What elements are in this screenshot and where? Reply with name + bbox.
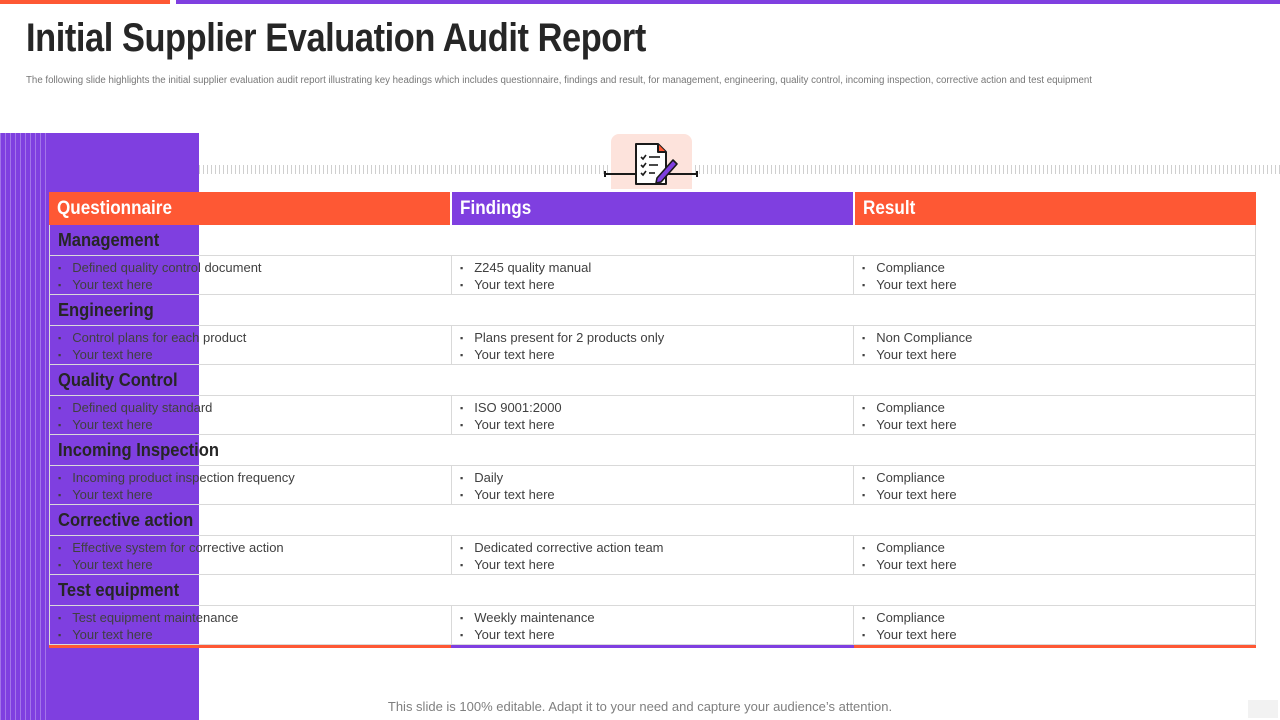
list-item: Your text here (862, 417, 1255, 434)
result-cell: ComplianceYour text here (853, 396, 1255, 434)
result-cell: ComplianceYour text here (853, 256, 1255, 294)
slide-subtitle: The following slide highlights the initi… (26, 75, 1093, 86)
list-item: Effective system for corrective action (58, 540, 451, 557)
questionnaire-cell: Defined quality standardYour text here (50, 396, 451, 434)
list-item: Your text here (58, 557, 451, 574)
list-item: Your text here (58, 487, 451, 504)
section-title: Engineering (49, 295, 1256, 326)
list-item: Compliance (862, 400, 1255, 417)
result-cell: Non ComplianceYour text here (853, 326, 1255, 364)
list-item: Compliance (862, 470, 1255, 487)
list-item: Weekly maintenance (460, 610, 853, 627)
list-item: Test equipment maintenance (58, 610, 451, 627)
list-item: Your text here (862, 277, 1255, 294)
header-findings-label: Findings (460, 198, 532, 219)
list-item: Your text here (460, 277, 853, 294)
dashed-divider (199, 165, 1280, 174)
section-title: Corrective action (49, 505, 1256, 536)
list-item: Your text here (58, 627, 451, 644)
bottom-bar-purple (451, 645, 854, 648)
section-title-text: Corrective action (58, 510, 194, 530)
side-decor-stripes (0, 133, 46, 720)
list-item: Z245 quality manual (460, 260, 853, 277)
questionnaire-cell: Effective system for corrective actionYo… (50, 536, 451, 574)
list-item: Your text here (862, 627, 1255, 644)
questionnaire-cell: Control plans for each productYour text … (50, 326, 451, 364)
section-title: Management (49, 225, 1256, 256)
list-item: Your text here (460, 417, 853, 434)
section-title-text: Incoming Inspection (58, 440, 220, 460)
list-item: Daily (460, 470, 853, 487)
table-header: Questionnaire Findings Result (49, 192, 1256, 225)
list-item: Your text here (460, 347, 853, 364)
list-item: Your text here (58, 417, 451, 434)
findings-cell: DailyYour text here (451, 466, 853, 504)
section-title-text: Quality Control (58, 370, 178, 390)
table-row: Defined quality standardYour text here I… (49, 396, 1256, 435)
slide-title: Initial Supplier Evaluation Audit Report (26, 16, 646, 60)
section-title-text: Engineering (58, 300, 154, 320)
list-item: Your text here (460, 557, 853, 574)
audit-table: Questionnaire Findings Result Management… (49, 192, 1256, 648)
table-row: Defined quality control documentYour tex… (49, 256, 1256, 295)
section-incoming-inspection: Incoming Inspection Incoming product ins… (49, 435, 1256, 505)
questionnaire-cell: Test equipment maintenanceYour text here (50, 606, 451, 644)
section-title-text: Management (58, 230, 160, 250)
section-title: Incoming Inspection (49, 435, 1256, 466)
section-quality-control: Quality Control Defined quality standard… (49, 365, 1256, 435)
list-item: Compliance (862, 260, 1255, 277)
table-bottom-accent (49, 645, 1256, 648)
questionnaire-cell: Defined quality control documentYour tex… (50, 256, 451, 294)
top-accent-bar-orange (0, 0, 170, 4)
list-item: Plans present for 2 products only (460, 330, 853, 347)
table-row: Incoming product inspection frequencyYou… (49, 466, 1256, 505)
section-title: Quality Control (49, 365, 1256, 396)
list-item: Dedicated corrective action team (460, 540, 853, 557)
table-row: Control plans for each productYour text … (49, 326, 1256, 365)
list-item: ISO 9001:2000 (460, 400, 853, 417)
header-result-label: Result (863, 198, 916, 219)
top-accent-bar-purple (176, 0, 1280, 4)
list-item: Your text here (58, 347, 451, 364)
footer-note: This slide is 100% editable. Adapt it to… (387, 699, 893, 714)
table-row: Test equipment maintenanceYour text here… (49, 606, 1256, 645)
findings-cell: Z245 quality manualYour text here (451, 256, 853, 294)
list-item: Compliance (862, 540, 1255, 557)
corner-placeholder (1248, 700, 1278, 718)
table-row: Effective system for corrective actionYo… (49, 536, 1256, 575)
findings-cell: Weekly maintenanceYour text here (451, 606, 853, 644)
list-item: Non Compliance (862, 330, 1255, 347)
header-questionnaire-label: Questionnaire (57, 198, 172, 219)
result-cell: ComplianceYour text here (853, 536, 1255, 574)
result-cell: ComplianceYour text here (853, 466, 1255, 504)
header-result: Result (855, 192, 1256, 225)
section-title-text: Test equipment (58, 580, 180, 600)
section-test-equipment: Test equipment Test equipment maintenanc… (49, 575, 1256, 645)
findings-cell: Plans present for 2 products onlyYour te… (451, 326, 853, 364)
findings-cell: ISO 9001:2000Your text here (451, 396, 853, 434)
header-findings: Findings (452, 192, 853, 225)
list-item: Your text here (460, 487, 853, 504)
checklist-document-icon (635, 143, 678, 185)
bottom-bar-orange (49, 645, 452, 648)
list-item: Defined quality control document (58, 260, 451, 277)
section-engineering: Engineering Control plans for each produ… (49, 295, 1256, 365)
list-item: Control plans for each product (58, 330, 451, 347)
list-item: Your text here (862, 347, 1255, 364)
section-title: Test equipment (49, 575, 1256, 606)
list-item: Your text here (862, 487, 1255, 504)
section-management: Management Defined quality control docum… (49, 225, 1256, 295)
list-item: Your text here (862, 557, 1255, 574)
header-questionnaire: Questionnaire (49, 192, 450, 225)
list-item: Compliance (862, 610, 1255, 627)
findings-cell: Dedicated corrective action teamYour tex… (451, 536, 853, 574)
questionnaire-cell: Incoming product inspection frequencyYou… (50, 466, 451, 504)
list-item: Defined quality standard (58, 400, 451, 417)
bottom-bar-orange-right (853, 645, 1256, 648)
section-corrective-action: Corrective action Effective system for c… (49, 505, 1256, 575)
list-item: Your text here (460, 627, 853, 644)
list-item: Incoming product inspection frequency (58, 470, 451, 487)
result-cell: ComplianceYour text here (853, 606, 1255, 644)
list-item: Your text here (58, 277, 451, 294)
